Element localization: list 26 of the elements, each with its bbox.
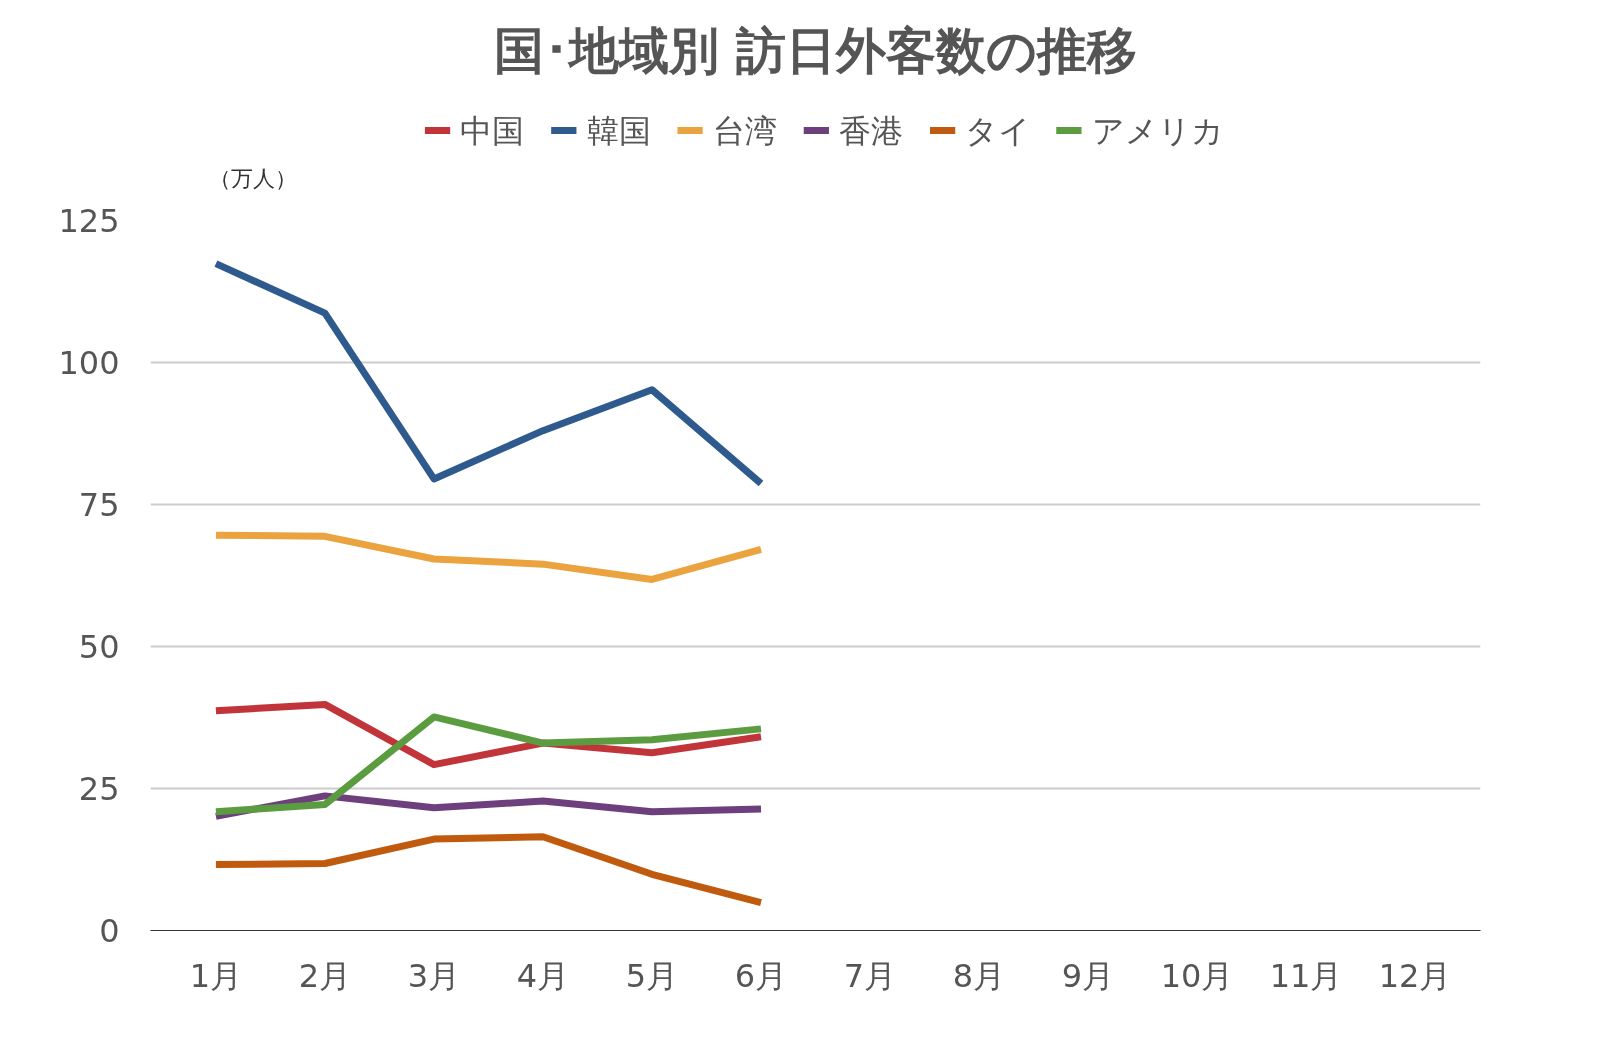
legend-label: 台湾: [712, 111, 777, 150]
y-tick-label: 50: [78, 628, 120, 666]
y-axis-title: （万人）: [209, 165, 298, 191]
y-tick-label: 75: [78, 486, 120, 524]
x-tick-label: 8月: [952, 956, 1006, 995]
x-tick-label: 7月: [843, 956, 897, 995]
x-tick-label: 10月: [1160, 956, 1234, 995]
x-tick-label: 5月: [625, 956, 679, 995]
x-tick-label: 1月: [189, 956, 243, 995]
legend-label: 中国: [460, 111, 525, 150]
y-tick-label: 100: [58, 344, 120, 382]
legend-label: アメリカ: [1091, 111, 1224, 150]
y-tick-label: 0: [99, 912, 120, 950]
chart-title: 国･地域別 訪日外客数の推移: [493, 21, 1138, 80]
y-tick-label: 25: [78, 770, 120, 808]
x-tick-label: 12月: [1378, 956, 1452, 995]
x-tick-label: 4月: [516, 956, 570, 995]
y-tick-label: 125: [58, 202, 120, 240]
x-tick-label: 2月: [298, 956, 352, 995]
x-tick-label: 6月: [734, 956, 788, 995]
legend-label: 韓国: [586, 111, 651, 150]
x-tick-label: 3月: [407, 956, 461, 995]
x-tick-label: 11月: [1269, 956, 1343, 995]
legend-label: 香港: [839, 111, 904, 150]
x-tick-label: 9月: [1061, 956, 1115, 995]
legend-label: タイ: [965, 111, 1032, 150]
